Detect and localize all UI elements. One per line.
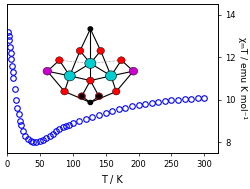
X-axis label: T / K: T / K [101, 175, 122, 185]
Circle shape [84, 58, 96, 68]
Circle shape [76, 47, 84, 54]
Circle shape [78, 93, 85, 100]
Circle shape [88, 27, 92, 31]
Y-axis label: χₘT / emu K mol⁻¹: χₘT / emu K mol⁻¹ [237, 37, 246, 119]
Circle shape [117, 57, 125, 64]
Circle shape [95, 93, 102, 100]
Circle shape [55, 57, 63, 64]
Circle shape [86, 77, 94, 84]
Circle shape [60, 88, 68, 95]
Circle shape [43, 67, 51, 75]
Circle shape [88, 101, 92, 105]
Circle shape [96, 47, 104, 54]
Circle shape [105, 71, 116, 81]
Circle shape [112, 88, 120, 95]
Circle shape [128, 67, 137, 75]
Circle shape [96, 94, 101, 98]
Circle shape [79, 94, 84, 98]
Circle shape [64, 71, 75, 81]
